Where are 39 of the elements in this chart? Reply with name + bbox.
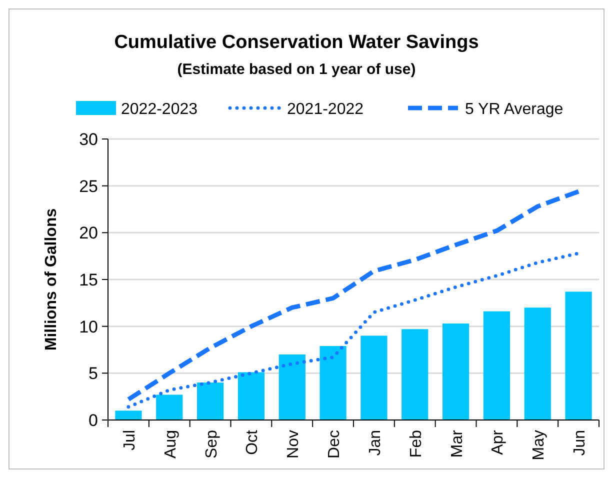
- x-tick-label: Mar: [448, 429, 466, 458]
- bar: [278, 354, 306, 420]
- bar: [238, 372, 265, 420]
- y-axis-title: Millions of Gallons: [43, 208, 60, 351]
- legend-label: 5 YR Average: [465, 101, 564, 118]
- bar: [196, 382, 224, 420]
- line-series: [126, 189, 581, 402]
- y-tick-label: 10: [79, 317, 98, 336]
- bar: [115, 410, 142, 420]
- y-tick-label: 15: [79, 270, 98, 290]
- y-tick-label: 20: [79, 224, 98, 243]
- x-tick-label: Nov: [285, 430, 302, 458]
- x-tick-label: Dec: [326, 430, 344, 458]
- bar: [156, 394, 183, 420]
- x-tick-label: May: [530, 430, 548, 460]
- x-tick-label: Oct: [244, 429, 262, 455]
- line-series: [126, 252, 580, 409]
- y-tick-label: 0: [88, 411, 98, 430]
- x-tick-label: Jul: [121, 430, 138, 450]
- bar: [402, 329, 428, 420]
- x-tick-label: Sep: [203, 430, 220, 458]
- chart-subtitle: (Estimate based on 1 year of use): [177, 61, 416, 78]
- x-tick-label: Apr: [490, 429, 507, 455]
- bar: [565, 292, 592, 420]
- chart-title: Cumulative Conservation Water Savings: [114, 32, 479, 53]
- bar: [483, 311, 510, 420]
- bar: [524, 308, 551, 420]
- y-tick-label: 25: [79, 176, 98, 196]
- x-tick-label: Jan: [366, 430, 384, 456]
- y-tick-label: 30: [79, 130, 98, 149]
- bar: [320, 346, 346, 420]
- legend-label: 2021-2022: [287, 101, 364, 118]
- y-tick-label: 5: [88, 364, 98, 384]
- x-tick-label: Aug: [162, 430, 180, 458]
- bar: [360, 336, 388, 420]
- legend-label: 2022-2023: [121, 101, 198, 118]
- x-tick-label: Jun: [572, 430, 589, 456]
- bar: [442, 324, 470, 420]
- x-tick-label: Feb: [408, 430, 425, 458]
